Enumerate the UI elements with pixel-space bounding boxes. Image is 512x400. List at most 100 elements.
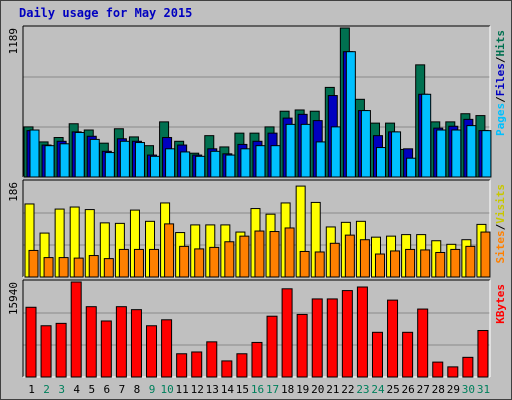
bar-kbytes-day-5 [85,306,97,378]
bar-sites-day-23 [359,239,370,278]
bar-kbytes-day-29 [447,366,459,378]
bar-sites-day-3 [58,257,69,278]
bar-sites-day-7 [118,248,129,278]
x-tick-label-day-27: 27 [417,383,430,396]
legend-sites: Sites [494,230,507,263]
bar-sites-day-14 [224,241,235,278]
bar-sites-day-12 [194,248,205,278]
bar-pages-day-30 [466,125,477,178]
bar-sites-day-27 [420,249,431,278]
x-tick-label-day-18: 18 [281,383,294,396]
x-tick-label-day-25: 25 [386,383,399,396]
bar-pages-day-8 [134,142,145,178]
x-tick-label-day-4: 4 [73,383,80,396]
bar-kbytes-day-25 [387,299,399,378]
bar-kbytes-day-1 [25,306,37,378]
bar-kbytes-day-15 [236,353,248,378]
x-axis-labels: 1 2 3 4 5 6 7 8 9 10 11 12 13 14 15 16 17 18 19 20 21 22 23 24 2… [28,383,490,396]
bar-kbytes-day-17 [266,315,278,378]
bar-pages-day-25 [391,131,402,178]
bar-kbytes-day-2 [40,325,52,378]
bar-kbytes-day-21 [326,298,338,378]
bar-pages-day-28 [436,129,447,178]
bar-sites-day-25 [390,250,401,278]
bar-sites-day-19 [299,250,310,278]
x-tick-label-day-6: 6 [104,383,111,396]
bar-sites-day-18 [284,227,295,278]
bar-kbytes-day-23 [356,286,368,378]
x-tick-label-day-19: 19 [296,383,309,396]
legend-label: Sites/Visits [494,184,507,264]
bar-kbytes-day-28 [432,361,444,378]
legend-separator: / [494,96,507,103]
x-tick-label-day-14: 14 [221,383,235,396]
y-max-label: 1189 [7,28,20,55]
bar-pages-day-15 [240,148,251,178]
chart-title: Daily usage for May 2015 [19,6,193,20]
bar-pages-day-20 [315,141,326,178]
bar-kbytes-day-27 [417,308,429,378]
legend-hits: Hits [494,30,507,57]
bar-kbytes-day-4 [70,281,82,378]
bar-kbytes-day-14 [221,360,233,378]
bar-kbytes-day-31 [477,330,489,378]
bar-sites-day-17 [269,231,280,278]
bar-pages-day-27 [421,93,432,178]
x-tick-label-day-28: 28 [432,383,445,396]
legend-visits: Visits [494,184,507,224]
panel-3: 15940 KBytes [7,279,507,378]
bar-pages-day-5 [89,138,100,178]
panel-2: 186 Sites/Visits [7,179,507,278]
bar-pages-day-23 [360,110,371,178]
x-tick-label-day-7: 7 [119,383,126,396]
bar-pages-day-4 [74,132,85,178]
x-tick-label-day-23: 23 [356,383,369,396]
x-tick-label-day-22: 22 [341,383,354,396]
legend-pages: Pages [494,103,507,136]
bar-sites-day-22 [344,234,355,278]
bar-pages-day-31 [481,130,492,178]
bar-kbytes-day-24 [371,331,383,378]
bar-pages-day-11 [180,151,191,178]
x-tick-label-day-26: 26 [402,383,415,396]
bar-pages-day-22 [345,51,356,178]
bar-pages-day-16 [255,145,266,178]
bar-kbytes-day-12 [191,351,203,378]
x-tick-label-day-1: 1 [28,383,35,396]
y-max-label: 15940 [7,282,20,315]
bar-sites-day-15 [239,235,250,278]
x-tick-label-day-30: 30 [462,383,475,396]
bar-pages-day-14 [225,154,236,178]
bar-sites-day-31 [480,231,491,278]
x-tick-label-day-16: 16 [251,383,264,396]
legend-label: Pages/Files/Hits [494,30,507,136]
x-tick-label-day-10: 10 [160,383,173,396]
bar-sites-day-24 [374,253,385,278]
bar-sites-day-13 [209,246,220,278]
bar-sites-day-4 [73,257,84,278]
bar-sites-day-28 [435,251,446,278]
x-tick-label-day-31: 31 [477,383,490,396]
x-tick-label-day-5: 5 [88,383,95,396]
bar-kbytes-day-9 [146,325,158,378]
x-tick-label-day-24: 24 [371,383,385,396]
bar-kbytes-day-18 [281,288,293,378]
legend-files: Files [494,63,507,96]
bar-pages-day-3 [59,143,70,178]
bar-pages-day-12 [195,155,206,178]
bar-sites-day-21 [329,242,340,278]
bar-kbytes-day-11 [176,353,188,378]
bar-pages-day-29 [451,129,462,178]
bar-pages-day-19 [300,123,311,178]
bar-kbytes-day-6 [100,320,112,378]
bar-pages-day-13 [210,150,221,178]
bar-kbytes-day-3 [55,322,67,378]
bar-sites-day-8 [133,248,144,278]
bar-kbytes-day-7 [115,306,127,378]
legend-separator: / [494,56,507,63]
bar-kbytes-day-13 [206,341,218,378]
bar-sites-day-6 [103,258,114,278]
legend-kbytes: KBytes [494,284,507,324]
